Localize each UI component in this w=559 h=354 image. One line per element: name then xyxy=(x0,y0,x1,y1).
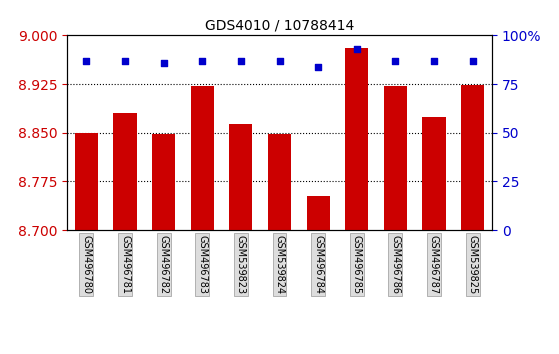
Bar xyxy=(191,86,214,230)
Bar xyxy=(113,113,136,230)
Point xyxy=(314,64,323,69)
Point xyxy=(121,58,130,63)
Bar xyxy=(345,48,368,230)
Point xyxy=(159,60,168,65)
Bar xyxy=(268,134,291,230)
Point xyxy=(82,58,91,63)
Point xyxy=(198,58,207,63)
Bar xyxy=(423,116,446,230)
Point xyxy=(236,58,245,63)
Point xyxy=(275,58,284,63)
Point xyxy=(429,58,438,63)
Point xyxy=(352,46,361,52)
Point xyxy=(468,58,477,63)
Bar xyxy=(152,134,175,230)
Bar xyxy=(306,196,330,230)
Title: GDS4010 / 10788414: GDS4010 / 10788414 xyxy=(205,19,354,33)
Bar xyxy=(461,85,484,230)
Point xyxy=(391,58,400,63)
Bar xyxy=(229,124,253,230)
Bar xyxy=(75,133,98,230)
Bar xyxy=(384,86,407,230)
